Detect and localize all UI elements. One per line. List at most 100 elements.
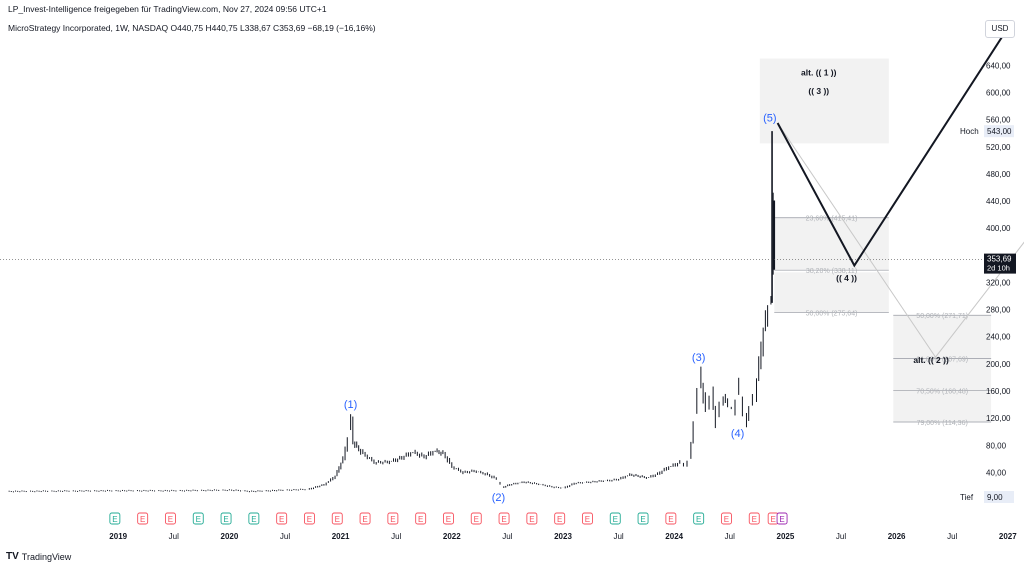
extreme-badge — [984, 491, 1014, 503]
fib-level-label: 50,00% (275,64) — [806, 311, 858, 318]
high-name-label: Hoch — [960, 127, 979, 136]
earnings-marker — [165, 512, 176, 525]
time-tick-label: 2021 — [332, 532, 350, 541]
time-tick-label: Jul — [725, 532, 735, 541]
price-tick-label: 200,00 — [986, 360, 1011, 369]
wave-label: (5) — [763, 113, 776, 125]
low-name-label: Tief — [960, 493, 974, 502]
earnings-letter: E — [770, 515, 775, 524]
shared-by-line: LP_Invest-Intelligence freigegeben für T… — [8, 4, 327, 14]
price-tick-label: 240,00 — [986, 333, 1011, 342]
earnings-marker — [192, 512, 204, 525]
price-tick-label: 520,00 — [986, 143, 1011, 152]
earnings-letter: E — [362, 515, 367, 524]
fib-level-label: 79,00% (114,36) — [917, 420, 968, 427]
alternate-projection-path — [777, 122, 1024, 358]
earnings-letter: E — [474, 515, 479, 524]
earnings-marker — [554, 512, 566, 525]
earnings-letter: E — [779, 515, 784, 524]
wave-annotation: alt. (( 1 )) — [801, 68, 837, 78]
earnings-marker — [470, 512, 482, 525]
wave-annotation: (( 3 )) — [808, 86, 829, 96]
time-tick-label: Jul — [502, 532, 512, 541]
time-tick-label: Jul — [613, 532, 623, 541]
price-tick-label: 640,00 — [986, 61, 1011, 70]
time-tick-label: 2025 — [777, 532, 795, 541]
wave-annotation: alt. (( 2 )) — [913, 355, 949, 365]
earnings-marker — [582, 512, 593, 525]
time-tick-label: 2019 — [109, 532, 127, 541]
earnings-marker — [276, 512, 288, 525]
earnings-marker — [748, 512, 760, 525]
earnings-marker — [443, 512, 454, 525]
earnings-letter: E — [251, 515, 256, 524]
fib-level-label: 23,60% (415,41) — [806, 216, 858, 223]
wave-annotation: (( 4 )) — [836, 273, 857, 283]
earnings-letter: E — [585, 515, 590, 524]
earnings-marker — [609, 512, 621, 525]
time-tick-label: 2022 — [443, 532, 461, 541]
tradingview-footer[interactable]: TV TradingView — [6, 551, 71, 562]
last-price-label: 353,69 — [987, 255, 1012, 264]
earnings-letter: E — [696, 515, 701, 524]
earnings-marker — [359, 512, 371, 525]
projection-layer — [776, 30, 1024, 358]
time-tick-label: Jul — [280, 532, 290, 541]
earnings-marker — [498, 512, 510, 525]
fib-level-label: 50,00% (271,71) — [916, 313, 968, 320]
earnings-letter: E — [223, 515, 228, 524]
earnings-letter: E — [196, 515, 201, 524]
time-tick-label: Jul — [169, 532, 179, 541]
price-layer — [0, 131, 983, 493]
wave-label: (4) — [731, 428, 744, 440]
symbol-info-legend: MicroStrategy Incorporated, 1W, NASDAQ O… — [8, 23, 376, 33]
time-tick-label: 2026 — [888, 532, 906, 541]
earnings-letter: E — [724, 515, 729, 524]
wave-label: (2) — [492, 492, 505, 504]
countdown-label: 2d 10h — [987, 264, 1010, 273]
low-value-label: 9,00 — [987, 493, 1003, 502]
price-tick-label: 480,00 — [986, 170, 1011, 179]
earnings-marker — [137, 512, 149, 525]
price-axis: 640,00 600,00 560,00 520,00 480,00 440,00 400,… — [960, 61, 1016, 503]
earnings-letter: E — [501, 515, 506, 524]
earnings-letter: E — [307, 515, 312, 524]
wave-label: (1) — [344, 399, 357, 411]
price-tick-label: 600,00 — [986, 88, 1011, 97]
earnings-marker — [526, 512, 538, 525]
earnings-letter: E — [613, 515, 618, 524]
fib-level-label: 38,20% (338,11) — [806, 268, 857, 275]
earnings-letter: E — [168, 515, 173, 524]
price-tick-label: 160,00 — [986, 387, 1011, 396]
earnings-marker — [415, 512, 427, 525]
time-tick-label: Jul — [947, 532, 957, 541]
earnings-marker — [220, 512, 232, 525]
earnings-marker — [109, 512, 121, 525]
tradingview-brand-label: TradingView — [21, 551, 72, 562]
earnings-letter: E — [529, 515, 534, 524]
currency-button[interactable]: USD — [985, 20, 1015, 38]
time-tick-label: 2023 — [554, 532, 572, 541]
earnings-marker — [304, 512, 315, 525]
price-tick-label: 560,00 — [986, 116, 1011, 125]
time-tick-label: 2020 — [221, 532, 239, 541]
price-tick-label: 40,00 — [986, 468, 1007, 477]
target-zone — [774, 272, 889, 313]
earnings-letter: E — [335, 515, 340, 524]
price-tick-label: 120,00 — [986, 414, 1011, 423]
fib-layer: 23,60% (415,41) 38,20% (338,11) 50,00% (27… — [774, 216, 992, 427]
primary-projection-path — [776, 30, 1007, 268]
earnings-marker — [387, 512, 399, 525]
extreme-badge — [984, 125, 1014, 138]
label-layer: (1) (2) (3) (4) (5) alt. (( 1 )) (( 3 )) (( 4 )… — [344, 68, 949, 504]
target-zone — [774, 218, 889, 271]
earnings-marker — [637, 512, 649, 525]
earnings-marker — [248, 512, 260, 525]
price-tick-label: 280,00 — [986, 306, 1011, 315]
earnings-letter: E — [668, 515, 673, 524]
earnings-letter: E — [640, 515, 645, 524]
earnings-letter: E — [140, 515, 145, 524]
earnings-marker — [776, 512, 788, 525]
